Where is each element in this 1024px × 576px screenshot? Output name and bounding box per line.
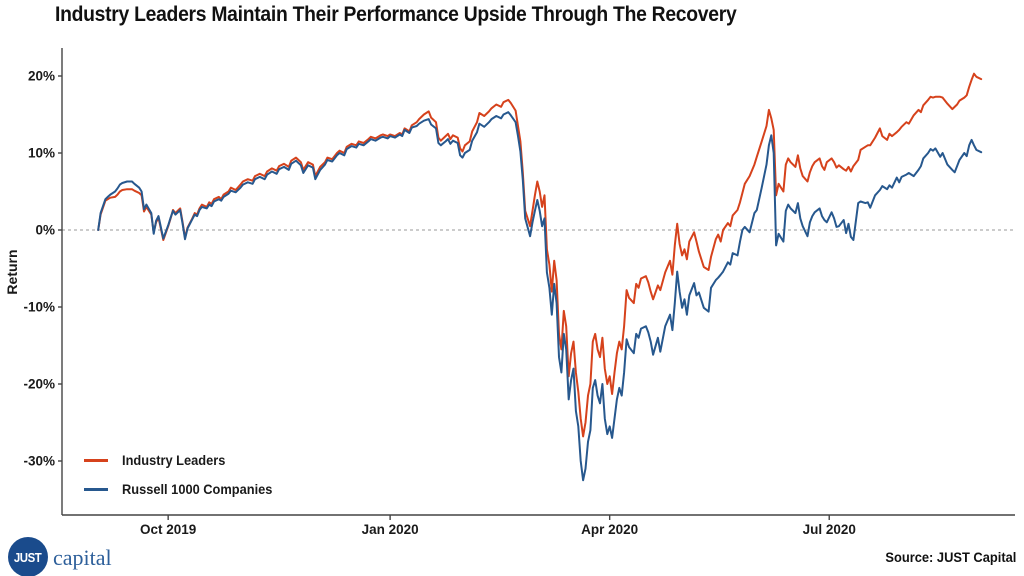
x-tick-label: Jan 2020 xyxy=(362,522,419,537)
logo-wordmark: capital xyxy=(53,545,112,570)
y-tick-label: 0% xyxy=(35,223,55,238)
just-logo-circle-icon: JUST xyxy=(8,537,48,576)
y-tick-label: -10% xyxy=(23,300,55,315)
legend-label: Industry Leaders xyxy=(122,453,226,468)
legend-item-industry-leaders: Industry Leaders xyxy=(84,446,280,475)
logo-circle-text: JUST xyxy=(14,549,42,565)
y-tick-label: -30% xyxy=(23,454,55,469)
y-tick-label: -20% xyxy=(23,377,55,392)
series-line-industry-leaders xyxy=(97,72,983,438)
legend-label: Russell 1000 Companies xyxy=(122,482,273,497)
just-capital-logo: JUST capital xyxy=(8,537,112,576)
industry-leaders-line-swatch xyxy=(84,459,108,462)
legend: Industry Leaders Russell 1000 Companies xyxy=(84,446,280,504)
y-tick-label: 10% xyxy=(28,146,55,161)
source-note: Source: JUST Capital xyxy=(885,549,1016,565)
x-tick-label: Apr 2020 xyxy=(581,522,638,537)
series-line-russell-1000-companies xyxy=(97,111,983,482)
y-axis-label: Return xyxy=(4,249,20,294)
page-title: Industry Leaders Maintain Their Performa… xyxy=(55,3,737,26)
y-tick-label: 20% xyxy=(28,69,55,84)
x-tick-label: Oct 2019 xyxy=(140,522,196,537)
x-tick-label: Jul 2020 xyxy=(803,522,856,537)
russell-1000-line-swatch xyxy=(84,488,108,491)
legend-item-russell-1000: Russell 1000 Companies xyxy=(84,475,280,504)
